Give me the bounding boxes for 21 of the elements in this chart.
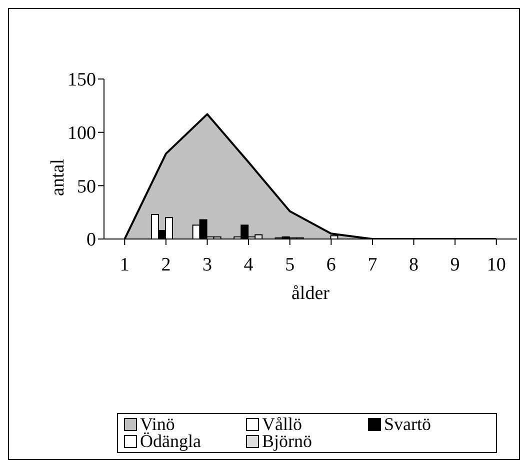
x-tick-label: 4	[244, 254, 254, 276]
x-tick-label: 6	[326, 254, 336, 276]
x-tick-label: 1	[120, 254, 130, 276]
x-tick-label: 9	[450, 254, 460, 276]
legend-label: Ödängla	[139, 431, 202, 451]
legend-label: Vinö	[139, 414, 175, 434]
x-tick-label: 10	[486, 254, 506, 276]
x-axis-title: ålder	[292, 283, 330, 304]
legend-label: Björnö	[261, 431, 314, 451]
y-axis-title: antal	[48, 159, 69, 196]
y-tick-label: 0	[86, 230, 96, 251]
y-tick-label: 50	[77, 176, 96, 198]
x-tick-label: 8	[409, 254, 418, 276]
y-tick-label: 150	[68, 70, 96, 91]
x-tick-label: 5	[285, 254, 295, 276]
legend-label: Svartö	[383, 414, 432, 434]
x-tick-label: 2	[161, 254, 171, 276]
x-tick-label: 7	[368, 254, 378, 276]
legend-label: Vållö	[261, 414, 303, 434]
x-tick-label: 3	[202, 254, 212, 276]
y-tick-label: 100	[68, 123, 96, 144]
